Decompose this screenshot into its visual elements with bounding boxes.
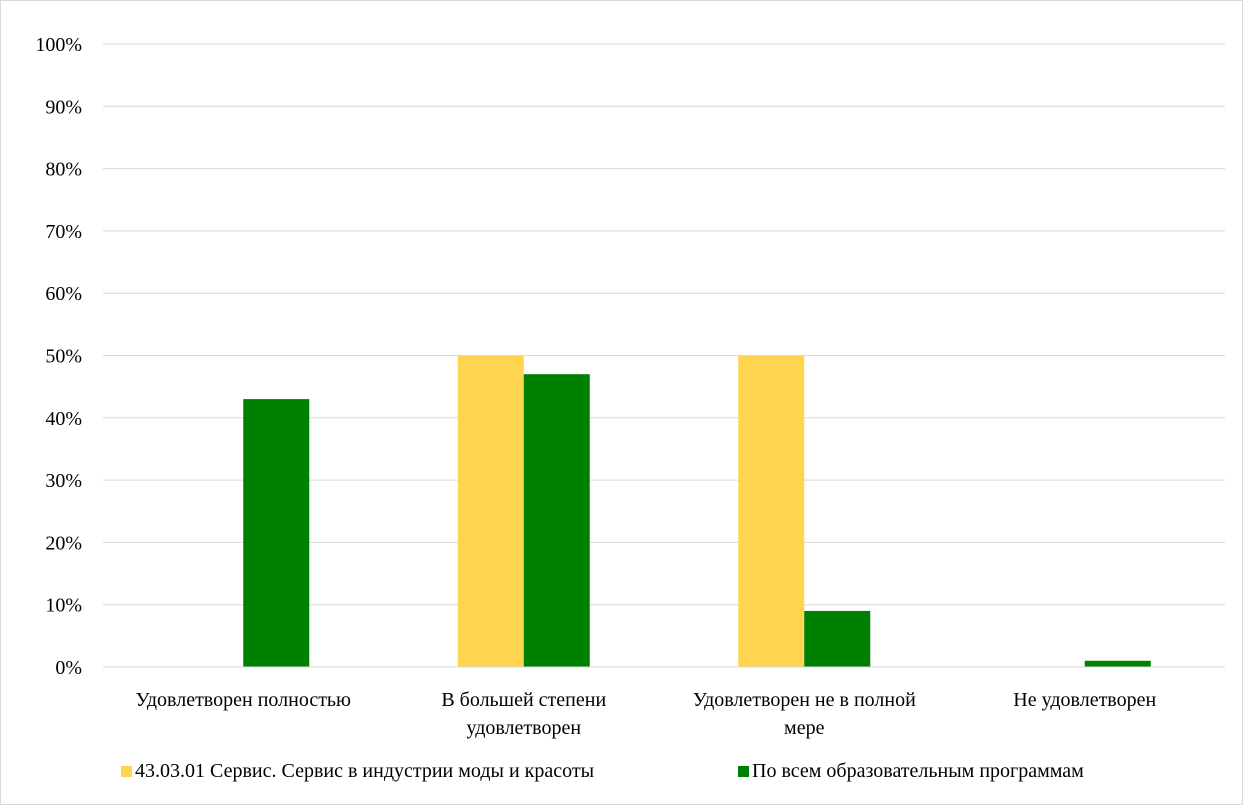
y-axis-tick-labels: 0% 10% 20% 30% 40% 50% 60% 70% 80% 90% 100% — [35, 34, 82, 679]
bar-program — [738, 355, 805, 667]
legend: 43.03.01 Сервис. Сервис в индустрии моды… — [121, 760, 1084, 782]
y-tick-label: 30% — [45, 470, 82, 492]
x-category-label-line: В большей степени — [441, 689, 606, 711]
bar-all-programs — [243, 399, 310, 667]
y-tick-label: 90% — [45, 96, 82, 118]
legend-swatch — [738, 766, 749, 777]
y-tick-label: 10% — [45, 595, 82, 617]
x-category-label-line: удовлетворен — [466, 717, 581, 739]
y-tick-label: 20% — [45, 532, 82, 554]
x-category-label-line: Не удовлетворен — [1013, 689, 1156, 711]
bar-program — [457, 355, 524, 667]
x-category-label: Не удовлетворен — [1013, 689, 1156, 711]
y-tick-label: 50% — [45, 346, 82, 368]
legend-label: 43.03.01 Сервис. Сервис в индустрии моды… — [135, 760, 594, 782]
y-tick-label: 70% — [45, 221, 82, 243]
bars — [243, 355, 1151, 667]
x-axis-category-labels: Удовлетворен полностью В большей степени у… — [136, 689, 1157, 739]
y-tick-label: 100% — [35, 34, 82, 56]
x-category-label-line: Удовлетворен не в полной — [693, 689, 916, 711]
y-tick-label: 0% — [55, 657, 82, 679]
y-tick-label: 80% — [45, 159, 82, 181]
y-tick-label: 40% — [45, 408, 82, 430]
legend-swatch — [121, 766, 132, 777]
legend-label: По всем образовательным программам — [752, 760, 1084, 782]
x-category-label: Удовлетворен не в полной мере — [693, 689, 916, 739]
bar-all-programs — [1084, 660, 1151, 667]
x-category-label-line: Удовлетворен полностью — [136, 689, 352, 711]
x-category-label: Удовлетворен полностью — [136, 689, 352, 711]
x-category-label: В большей степени удовлетворен — [441, 689, 606, 739]
x-category-label-line: мере — [784, 717, 825, 739]
y-tick-label: 60% — [45, 283, 82, 305]
bar-all-programs — [804, 610, 871, 667]
bar-all-programs — [523, 374, 590, 667]
